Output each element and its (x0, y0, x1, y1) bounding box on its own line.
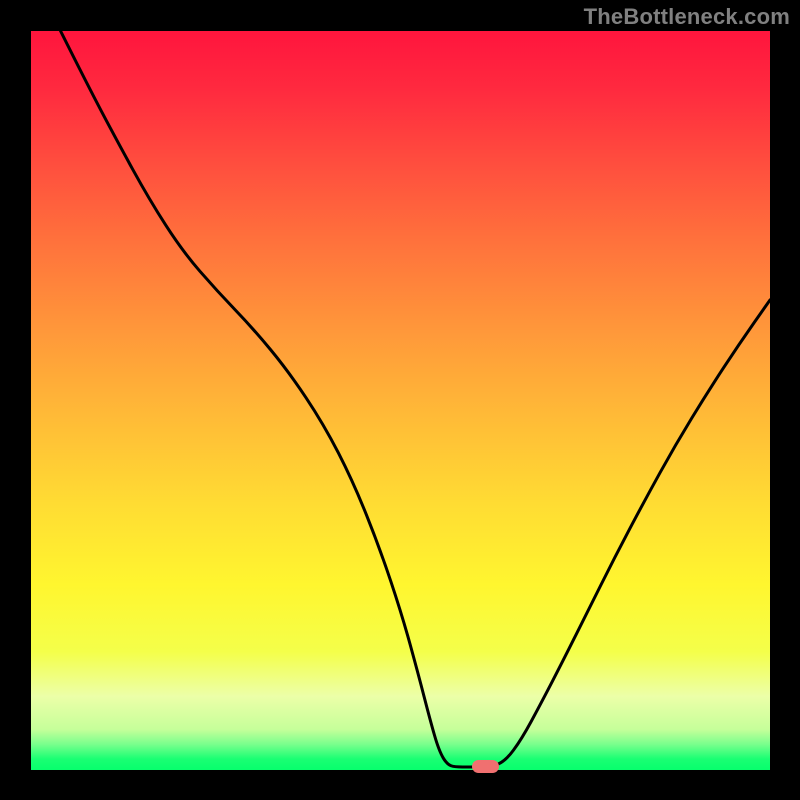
watermark-text: TheBottleneck.com (584, 4, 790, 30)
sweet-spot-marker (472, 760, 499, 773)
plot-area (31, 31, 770, 770)
chart-container: TheBottleneck.com (0, 0, 800, 800)
bottleneck-curve (31, 31, 770, 770)
